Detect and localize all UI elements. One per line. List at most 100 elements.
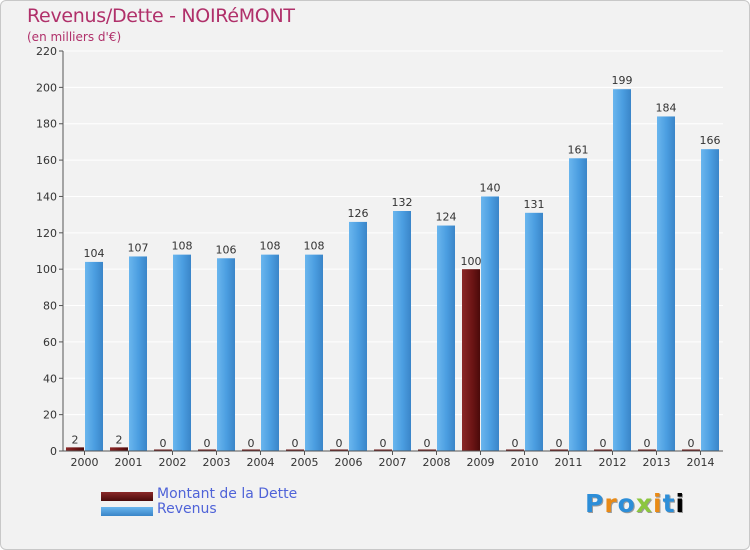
y-tick-label: 180 [36,118,57,131]
data-label-debt-2007: 0 [380,437,387,450]
legend-swatch-revenue [101,507,153,516]
legend-label-debt: Montant de la Dette [157,486,298,502]
data-label-revenue-2001: 107 [128,241,149,254]
data-label-revenue-2006: 126 [348,207,369,220]
bar-revenue-2012 [613,89,631,451]
data-label-revenue-2003: 106 [216,243,237,256]
y-tick-label: 200 [36,81,57,94]
x-tick-label-2000: 2000 [71,456,99,469]
data-label-debt-2003: 0 [204,437,211,450]
x-tick-label-2002: 2002 [159,456,187,469]
y-tick-label: 120 [36,227,57,240]
data-label-debt-2009: 100 [461,255,482,268]
data-label-revenue-2012: 199 [612,74,633,87]
bar-debt-2009 [462,269,480,451]
bar-debt-2001 [110,447,128,451]
x-tick-label-2009: 2009 [467,456,495,469]
y-tick-label: 140 [36,190,57,203]
bar-revenue-2002 [173,254,191,451]
bar-revenue-2004 [261,254,279,451]
bar-revenue-2006 [349,221,367,451]
y-tick-label: 160 [36,154,57,167]
logo-letter: i [653,489,663,518]
data-label-revenue-2014: 166 [700,134,721,147]
data-label-revenue-2000: 104 [84,247,105,260]
bars [66,89,719,452]
bar-revenue-2007 [393,211,411,451]
bar-debt-baseline-2007 [374,449,392,451]
x-tick-label-2012: 2012 [599,456,627,469]
data-label-debt-2000: 2 [72,433,79,446]
bar-debt-baseline-2006 [330,449,348,451]
bar-debt-baseline-2011 [550,449,568,451]
chart-title: Revenus/Dette - NOIRéMONT [27,5,295,27]
data-label-debt-2013: 0 [644,437,651,450]
logo-letter: P [585,489,605,518]
x-tick-label-2003: 2003 [203,456,231,469]
data-label-revenue-2008: 124 [436,211,457,224]
logo-letter: o [617,489,636,518]
bar-revenue-2011 [569,158,587,452]
data-label-debt-2010: 0 [512,437,519,450]
x-tick-label-2011: 2011 [555,456,583,469]
logo-letter: r [604,489,618,518]
bar-debt-baseline-2010 [506,449,524,451]
bar-revenue-2000 [85,261,103,451]
chart-subtitle: (en milliers d'€) [27,30,122,44]
data-label-debt-2008: 0 [424,437,431,450]
x-tick-label-2005: 2005 [291,456,319,469]
legend-label-revenue: Revenus [157,501,217,517]
data-label-debt-2006: 0 [336,437,343,450]
data-label-revenue-2002: 108 [172,240,193,253]
data-label-debt-2014: 0 [688,437,695,450]
logo-letter: i [675,489,686,518]
data-label-debt-2005: 0 [292,437,299,450]
x-tick-label-2013: 2013 [643,456,671,469]
data-labels: 2 104 2 107 0 108 0 106 0 108 0 108 0 126 0 132 0 124 100 1… [72,74,721,450]
data-label-debt-2004: 0 [248,437,255,450]
x-tick-label-2001: 2001 [115,456,143,469]
x-tick-label-2006: 2006 [335,456,363,469]
data-label-debt-2011: 0 [556,437,563,450]
x-tick-label-2014: 2014 [687,456,715,469]
data-label-revenue-2013: 184 [656,101,677,114]
y-tick-label: 100 [36,263,57,276]
bar-revenue-2008 [437,225,455,451]
bar-debt-baseline-2012 [594,449,612,451]
logo-letter: x [635,489,653,518]
bar-debt-baseline-2005 [286,449,304,451]
x-tick-label-2007: 2007 [379,456,407,469]
bar-debt-baseline-2008 [418,449,436,451]
data-label-revenue-2009: 140 [480,181,501,194]
y-tick-label: 220 [36,45,57,58]
data-label-revenue-2005: 108 [304,240,325,253]
bar-debt-baseline-2002 [154,449,172,451]
x-tick-label-2004: 2004 [247,456,275,469]
bar-revenue-2010 [525,212,543,451]
bar-revenue-2003 [217,258,235,451]
bar-revenue-2013 [657,116,675,452]
logo-letter: t [662,489,676,518]
bar-debt-baseline-2014 [682,449,700,451]
bar-debt-baseline-2013 [638,449,656,451]
bar-debt-baseline-2003 [198,449,216,451]
data-label-revenue-2007: 132 [392,196,413,209]
bar-debt-2000 [66,447,84,451]
x-tick-label-2010: 2010 [511,456,539,469]
y-tick-label: 0 [50,445,57,458]
legend-swatch-debt [101,492,153,501]
bar-revenue-2005 [305,254,323,451]
data-label-debt-2002: 0 [160,437,167,450]
data-label-revenue-2010: 131 [524,198,545,211]
data-label-debt-2012: 0 [600,437,607,450]
x-tick-label-2008: 2008 [423,456,451,469]
bar-revenue-2014 [701,149,719,451]
bar-revenue-2001 [129,256,147,451]
bar-revenue-2009 [481,196,499,451]
proxiti-logo: Proxiti [585,489,685,518]
data-label-debt-2001: 2 [116,433,123,446]
y-tick-label: 20 [43,409,57,422]
